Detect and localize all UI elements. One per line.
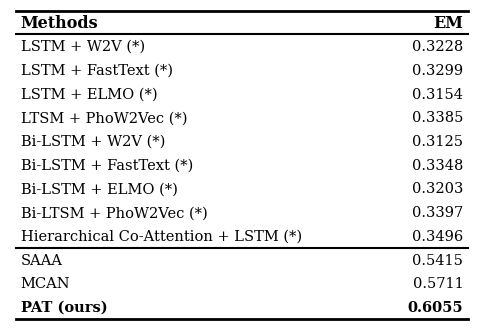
Text: Bi-LTSM + PhoW2Vec (*): Bi-LTSM + PhoW2Vec (*) — [21, 206, 207, 220]
Text: 0.6055: 0.6055 — [408, 301, 463, 315]
Text: 0.5711: 0.5711 — [413, 278, 463, 291]
Text: 0.3348: 0.3348 — [412, 159, 463, 173]
Text: EM: EM — [434, 15, 463, 32]
Text: Bi-LSTM + W2V (*): Bi-LSTM + W2V (*) — [21, 135, 165, 149]
Text: 0.5415: 0.5415 — [412, 254, 463, 268]
Text: PAT (ours): PAT (ours) — [21, 301, 107, 315]
Text: Hierarchical Co-Attention + LSTM (*): Hierarchical Co-Attention + LSTM (*) — [21, 230, 302, 244]
Text: SAAA: SAAA — [21, 254, 62, 268]
Text: LSTM + FastText (*): LSTM + FastText (*) — [21, 64, 173, 78]
Text: LTSM + PhoW2Vec (*): LTSM + PhoW2Vec (*) — [21, 111, 187, 125]
Text: 0.3299: 0.3299 — [412, 64, 463, 78]
Text: LSTM + ELMO (*): LSTM + ELMO (*) — [21, 87, 157, 102]
Text: 0.3228: 0.3228 — [412, 40, 463, 54]
Text: MCAN: MCAN — [21, 278, 70, 291]
Text: Bi-LSTM + FastText (*): Bi-LSTM + FastText (*) — [21, 159, 193, 173]
Text: 0.3397: 0.3397 — [412, 206, 463, 220]
Text: Methods: Methods — [21, 15, 98, 32]
Text: 0.3154: 0.3154 — [412, 87, 463, 102]
Text: LSTM + W2V (*): LSTM + W2V (*) — [21, 40, 145, 54]
Text: Bi-LSTM + ELMO (*): Bi-LSTM + ELMO (*) — [21, 182, 178, 196]
Text: 0.3125: 0.3125 — [412, 135, 463, 149]
Text: 0.3385: 0.3385 — [412, 111, 463, 125]
Text: 0.3203: 0.3203 — [412, 182, 463, 196]
Text: 0.3496: 0.3496 — [412, 230, 463, 244]
